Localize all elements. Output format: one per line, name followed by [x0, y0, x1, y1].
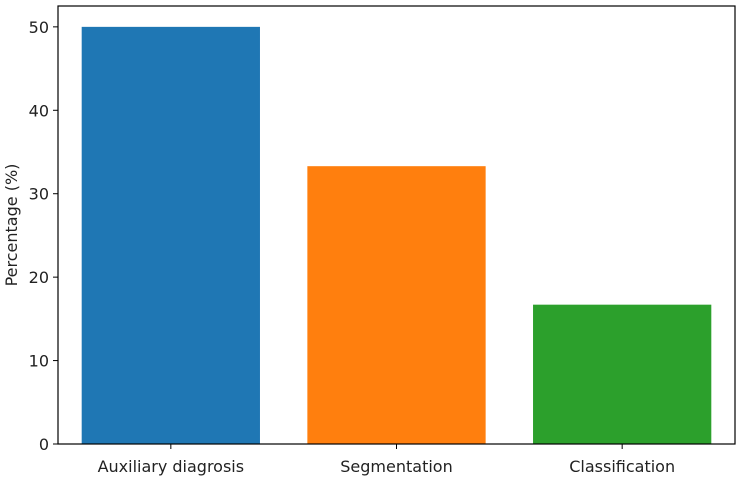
y-tick-label: 0 [39, 435, 49, 454]
bar-segmentation [307, 166, 486, 444]
y-axis-label: Percentage (%) [2, 164, 21, 287]
bar-classification [533, 304, 712, 444]
y-tick-label: 50 [29, 18, 49, 37]
bar-auxiliary-diagrosis [81, 26, 260, 445]
y-tick-label: 40 [29, 101, 49, 120]
bars-group [81, 26, 712, 445]
x-tick-label: Classification [569, 457, 675, 476]
y-tick-label: 30 [29, 185, 49, 204]
y-tick-label: 20 [29, 268, 49, 287]
x-tick-label: Segmentation [340, 457, 452, 476]
y-axis: 0 10 20 30 40 50 [29, 18, 58, 454]
x-tick-label: Auxiliary diagrosis [98, 457, 245, 476]
y-tick-label: 10 [29, 352, 49, 371]
x-axis: Auxiliary diagrosis Segmentation Classific… [98, 444, 675, 476]
